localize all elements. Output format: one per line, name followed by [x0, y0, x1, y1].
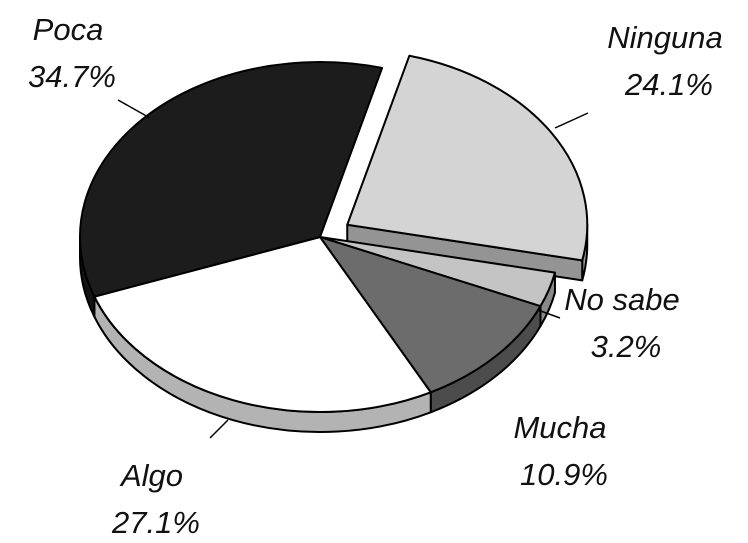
- slice-label: Algo: [119, 458, 183, 493]
- leader-line: [117, 99, 151, 119]
- value-label: 24.1%: [624, 67, 713, 102]
- slice: [319, 236, 542, 394]
- slice-label: Poca: [33, 12, 104, 47]
- value-label: 34.7%: [28, 59, 116, 94]
- value-label: 3.2%: [591, 329, 662, 364]
- leader-line: [554, 112, 589, 129]
- slice-label: No sabe: [564, 282, 679, 317]
- leader-line: [209, 419, 229, 439]
- value-label: 10.9%: [520, 457, 608, 492]
- slice: [93, 236, 432, 413]
- slice-label: Ninguna: [607, 20, 722, 55]
- value-label: 27.1%: [111, 505, 200, 540]
- slice-label: Mucha: [513, 410, 606, 445]
- leader-line: [537, 309, 561, 319]
- slice: [79, 61, 384, 298]
- slice: [346, 54, 589, 262]
